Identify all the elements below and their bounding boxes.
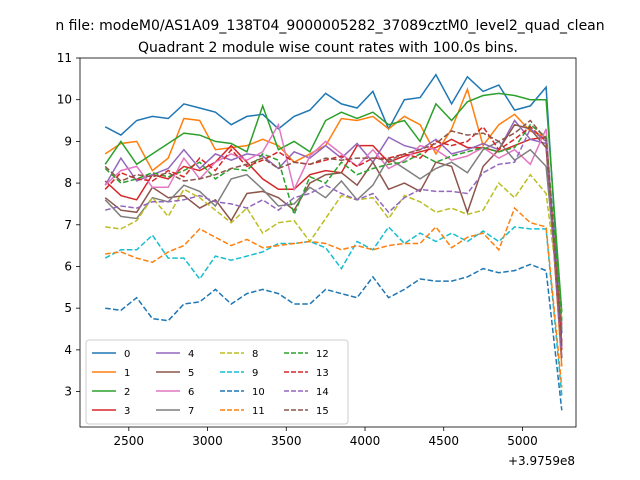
x-tick-label: 2500 <box>114 434 145 448</box>
legend-label-6: 6 <box>188 387 194 398</box>
y-tick-label: 4 <box>64 343 72 357</box>
series-line-2 <box>104 92 563 313</box>
series-line-10 <box>105 263 563 411</box>
legend-label-9: 9 <box>252 368 258 379</box>
legend-label-7: 7 <box>188 406 194 417</box>
y-tick-label: 9 <box>64 134 72 148</box>
y-tick-label: 7 <box>64 218 72 232</box>
y-tick-label: 5 <box>64 301 72 315</box>
x-tick-label: 3500 <box>271 434 302 448</box>
x-tick-label: 3000 <box>192 434 223 448</box>
series-line-15 <box>104 119 563 346</box>
axes-frame <box>79 57 577 428</box>
y-tick-label: 8 <box>64 176 72 190</box>
legend-label-8: 8 <box>252 349 258 360</box>
series-line-5 <box>104 123 563 359</box>
chart-title: Quadrant 2 module wise count rates with … <box>138 40 518 56</box>
legend-label-4: 4 <box>188 349 194 360</box>
legend-label-0: 0 <box>124 349 130 360</box>
legend-label-14: 14 <box>316 387 329 398</box>
series-line-0 <box>104 73 563 334</box>
y-tick-label: 6 <box>64 259 72 273</box>
series-line-1 <box>104 86 563 367</box>
y-tick-label: 11 <box>57 51 72 65</box>
series-line-8 <box>105 173 563 317</box>
legend-label-1: 1 <box>124 368 130 379</box>
series-line-14 <box>105 127 563 359</box>
x-tick-label: 4500 <box>428 434 459 448</box>
legend-label-2: 2 <box>124 387 130 398</box>
series-line-4 <box>104 119 563 325</box>
figure-suptitle: n file: modeM0/AS1A09_138T04_9000005282_… <box>55 18 604 34</box>
y-tick-label: 3 <box>64 385 72 399</box>
series-layer <box>104 73 563 411</box>
legend-label-15: 15 <box>316 406 329 417</box>
legend-box <box>85 339 349 425</box>
legend-label-11: 11 <box>252 406 265 417</box>
series-line-11 <box>105 206 563 388</box>
legend-label-12: 12 <box>316 349 329 360</box>
x-tick-label: 5000 <box>507 434 538 448</box>
series-line-12 <box>104 123 563 321</box>
x-axis-offset-label: +3.9759e8 <box>508 454 575 468</box>
legend-label-5: 5 <box>188 368 194 379</box>
series-line-9 <box>104 225 563 396</box>
x-tick-label: 4000 <box>350 434 381 448</box>
legend-label-13: 13 <box>316 368 329 379</box>
legend-label-3: 3 <box>124 406 130 417</box>
y-tick-label: 10 <box>57 93 72 107</box>
series-line-6 <box>104 122 563 346</box>
series-line-13 <box>104 125 563 342</box>
legend-label-10: 10 <box>252 387 265 398</box>
